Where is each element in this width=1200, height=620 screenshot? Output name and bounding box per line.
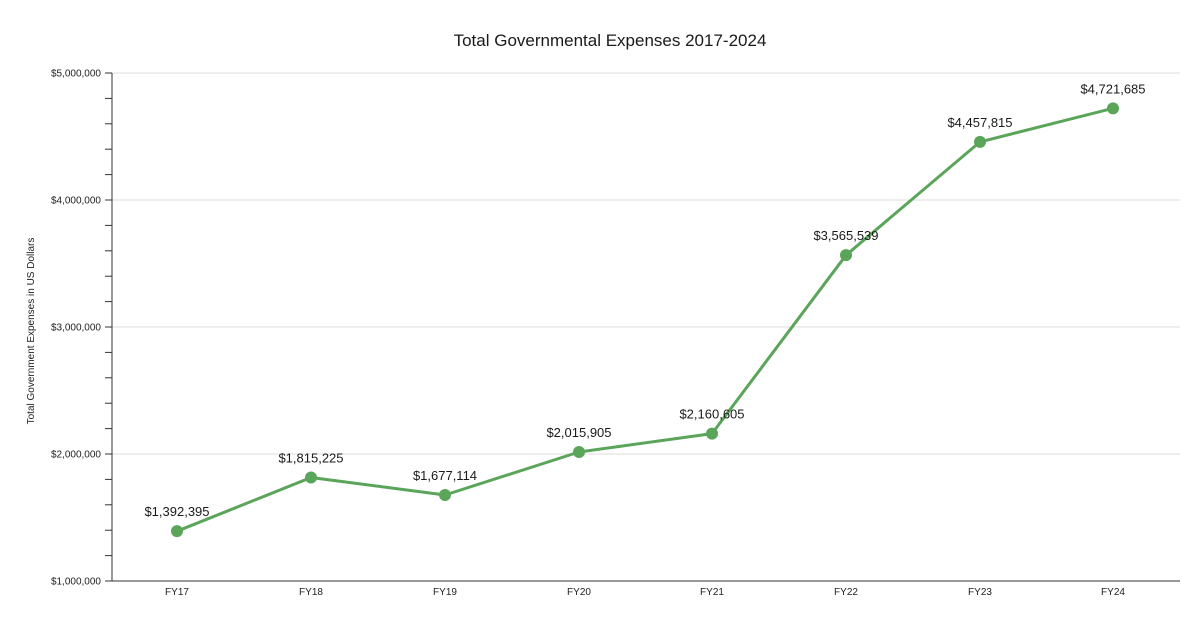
y-tick-label: $2,000,000: [51, 450, 101, 461]
chart-title: Total Governmental Expenses 2017-2024: [454, 31, 767, 50]
y-tick-label: $3,000,000: [51, 323, 101, 334]
data-labels: $1,392,395 $1,815,225 $1,677,114 $2,015,905…: [144, 81, 1145, 519]
y-axis-label: Total Government Expenses in US Dollars: [26, 238, 37, 425]
x-tick-label: FY18: [299, 587, 323, 598]
data-label: $2,015,905: [546, 425, 611, 440]
series-line: [176, 106, 1114, 533]
data-label: $4,457,815: [947, 115, 1012, 130]
data-point: [974, 135, 986, 148]
data-point: [1107, 102, 1119, 115]
data-label: $1,392,395: [144, 504, 209, 519]
data-label: $1,815,225: [278, 450, 343, 465]
data-point: [171, 525, 183, 538]
data-series: [171, 102, 1119, 538]
y-tick-label: $5,000,000: [51, 69, 101, 80]
x-tick-label: FY21: [700, 587, 724, 598]
data-label: $2,160,605: [679, 407, 744, 422]
data-label: $3,565,539: [813, 228, 878, 243]
x-tick-label: FY19: [433, 587, 457, 598]
data-point: [305, 471, 317, 484]
data-label: $1,677,114: [413, 468, 477, 483]
data-label: $4,721,685: [1080, 81, 1145, 96]
y-tick-label: $4,000,000: [51, 196, 101, 207]
x-tick-label: FY22: [834, 587, 858, 598]
axes: $1,000,000 $2,000,000 $3,000,000 $4,000,000…: [51, 69, 1180, 598]
data-point: [439, 489, 451, 502]
x-tick-label: FY24: [1101, 587, 1125, 598]
data-point: [573, 445, 585, 458]
x-tick-label: FY23: [968, 587, 992, 598]
gridlines: [112, 72, 1180, 455]
data-point: [706, 427, 718, 440]
x-tick-label: FY17: [165, 587, 189, 598]
y-tick-label: $1,000,000: [51, 577, 101, 588]
data-point: [840, 249, 852, 262]
x-tick-label: FY20: [567, 587, 591, 598]
